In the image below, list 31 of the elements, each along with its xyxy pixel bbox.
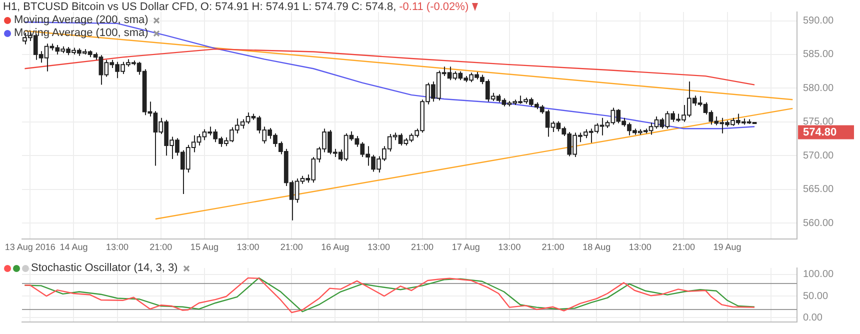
x-tick-label: 21:00 (542, 242, 564, 252)
x-tick-label: 19 Aug (713, 242, 742, 252)
chart-title: H1, BTCUSD Bitcoin vs US Dollar CFD, O: 574.91 H: 574.91 L: 574.79 C: 574.8, (3, 1, 396, 13)
x-tick-label: 13:00 (236, 242, 260, 252)
x-tick-label: 13:00 (628, 242, 652, 252)
x-tick-label: 21:00 (150, 242, 172, 252)
y-tick-label: 0.00 (803, 312, 823, 324)
y-tick-label: 590.00 (803, 16, 834, 27)
y-tick-label: 50.00 (803, 290, 828, 302)
x-tick-label: 21:00 (280, 242, 303, 252)
x-tick-label: 13:00 (367, 242, 390, 252)
x-tick-label: 16 Aug (321, 242, 350, 252)
x-tick-label: 21:00 (672, 242, 695, 252)
x-tick-label: 13:00 (498, 242, 521, 252)
y-tick-label: 100.00 (803, 269, 834, 280)
y-tick-label: 570.00 (803, 150, 834, 162)
y-tick-label: 585.00 (803, 49, 834, 60)
x-tick-label: 21:00 (411, 242, 434, 252)
y-tick-label: 560.00 (803, 218, 834, 229)
x-tick-label: 14 Aug (60, 242, 88, 252)
x-tick-label: 13 Aug 2016 (4, 242, 56, 252)
y-tick-label: 580.00 (803, 82, 834, 94)
text: 574.80 (803, 126, 837, 138)
y-tick-label: 565.00 (803, 184, 834, 196)
x-tick-label: 17 Aug (452, 242, 480, 252)
chart-title: Stochastic Oscillator (14, 3, 3) (31, 262, 178, 274)
x-tick-label: 13:00 (106, 242, 129, 252)
y-tick-label: 575.00 (803, 116, 834, 128)
x-tick-label: 15 Aug (190, 242, 218, 252)
chart-subtitle: -0.11 (-0.02%) (399, 1, 469, 13)
x-tick-label: 18 Aug (582, 242, 611, 252)
